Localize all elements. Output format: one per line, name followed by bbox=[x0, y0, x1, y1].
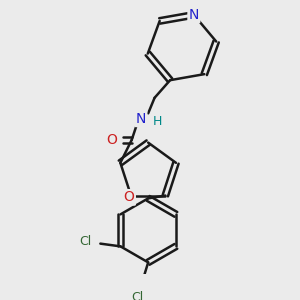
Text: N: N bbox=[189, 8, 199, 22]
Text: H: H bbox=[153, 115, 162, 128]
Text: N: N bbox=[136, 112, 146, 126]
Text: O: O bbox=[106, 133, 117, 147]
Text: Cl: Cl bbox=[131, 291, 143, 300]
Text: Cl: Cl bbox=[80, 235, 92, 248]
Text: O: O bbox=[124, 190, 135, 204]
